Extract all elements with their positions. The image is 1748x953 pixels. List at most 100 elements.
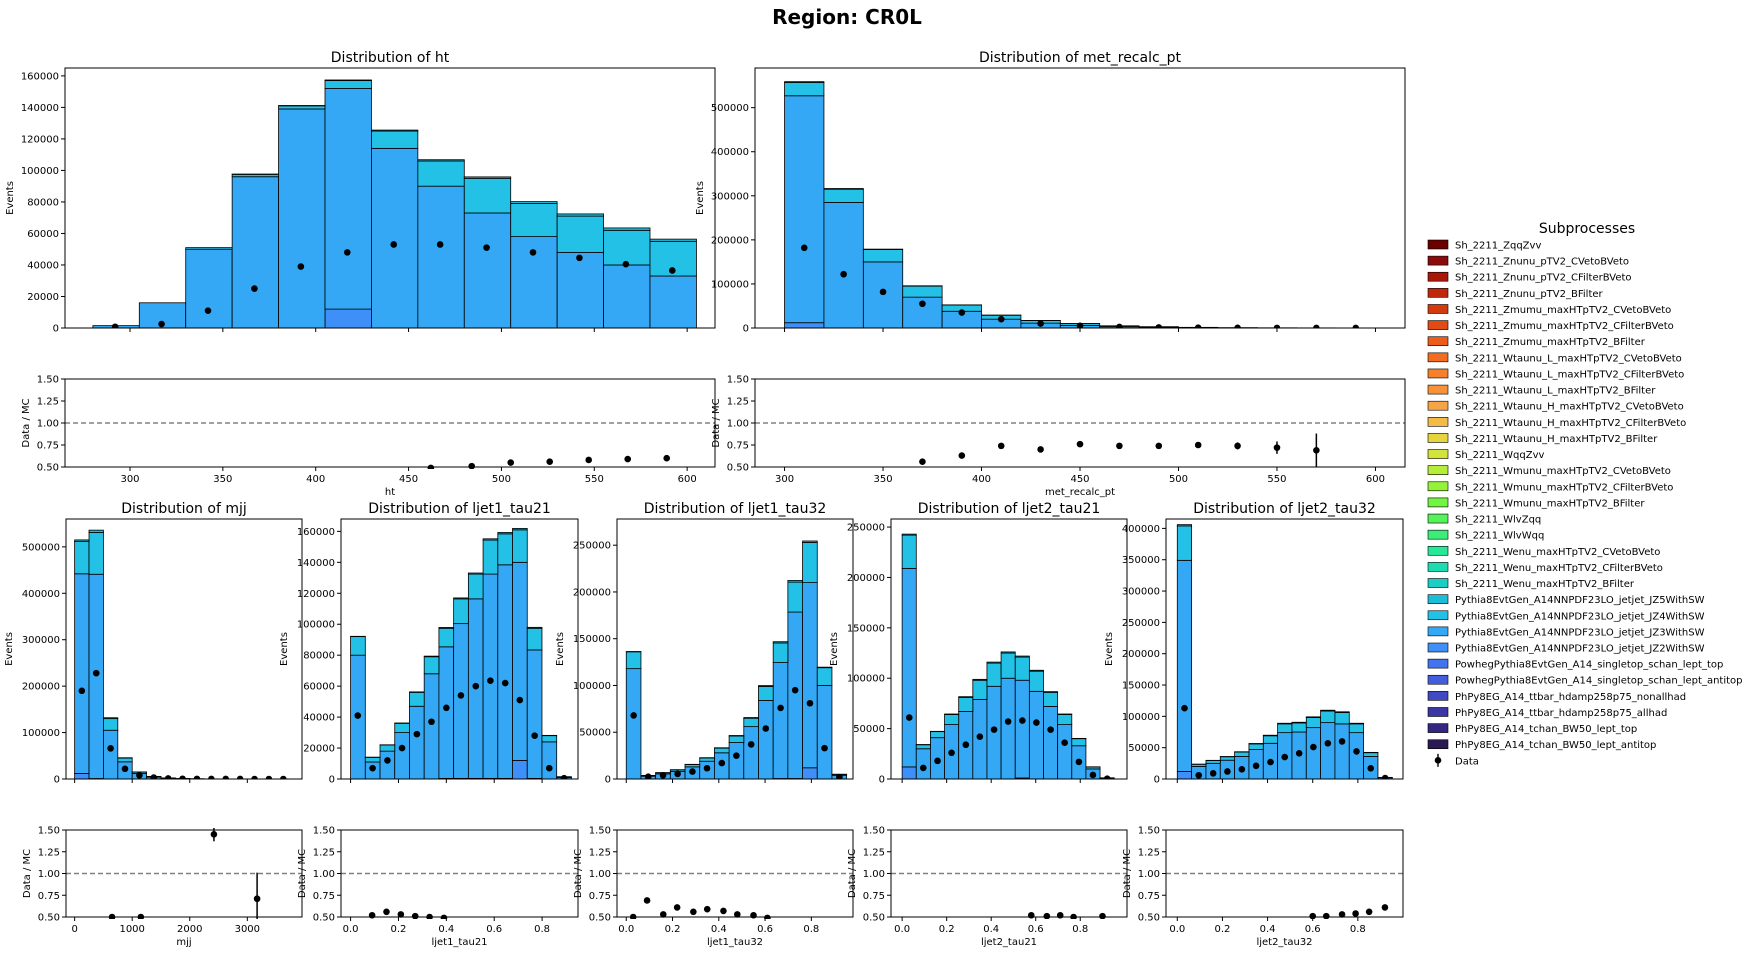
hist-bar	[1320, 710, 1336, 724]
ratio-x-tick-label: 500	[492, 474, 511, 485]
hist-bar	[526, 627, 543, 651]
legend-label: Sh_2211_WlvZqq	[1455, 515, 1541, 526]
figure-suptitle: Region: CR0L	[772, 5, 922, 29]
hist-bar	[787, 581, 803, 613]
data-point	[472, 682, 480, 690]
y-tick-label: 100000	[1122, 712, 1160, 723]
hist-bar	[699, 757, 715, 762]
ratio-y-tick-label: 0.50	[727, 463, 749, 474]
ratio-point	[659, 911, 667, 918]
legend-entry: Sh_2211_Znunu_pTV2_CVetoBVeto	[1427, 255, 1629, 268]
y-tick-label: 140000	[21, 103, 59, 114]
legend-label: Sh_2211_Wmunu_maxHTpTV2_CVetoBVeto	[1455, 466, 1671, 477]
legend-label: Sh_2211_WqqZvv	[1455, 450, 1544, 461]
hist-bar	[423, 656, 440, 675]
legend-label: Pythia8EvtGen_A14NNPDF23LO_jetjet_JZ3Wit…	[1455, 627, 1705, 638]
ratio-y-axis-label: Data / MC	[22, 849, 33, 898]
ratio-point	[383, 908, 390, 916]
hist-bar	[467, 573, 484, 600]
ratio-y-tick-label: 1.50	[37, 375, 59, 386]
ratio-y-tick-label: 0.50	[589, 913, 611, 924]
chart-title: Distribution of ljet1_tau21	[368, 501, 551, 517]
y-tick-label: 100000	[22, 728, 60, 739]
data-point	[644, 773, 652, 779]
hist-bar	[74, 773, 90, 779]
hist-bar	[787, 611, 803, 779]
y-tick-label: 40000	[27, 260, 59, 271]
ratio-y-tick-label: 1.00	[863, 869, 885, 880]
ratio-x-tick-label: 500	[1169, 474, 1188, 485]
hist-bar	[1028, 690, 1044, 779]
legend-label: Sh_2211_Znunu_pTV2_BFilter	[1455, 289, 1604, 300]
hist-bar	[417, 159, 465, 162]
ratio-x-tick-label: 300	[775, 474, 794, 485]
legend-label: PhPy8EG_A14_tchan_BW50_lept_antitop	[1455, 740, 1656, 751]
data-point	[204, 307, 212, 314]
data-point	[457, 692, 465, 699]
y-tick-label: 200000	[711, 235, 749, 246]
ratio-point	[1234, 442, 1241, 450]
y-tick-label: 200000	[1122, 649, 1160, 660]
ratio-x-tick-label: 0.6	[486, 924, 502, 935]
legend-swatch	[1427, 400, 1449, 411]
hist-bar	[463, 177, 512, 214]
hist-bar	[453, 598, 469, 625]
data-point	[1324, 739, 1332, 747]
x-axis-label: ljet1_tau32	[707, 937, 763, 948]
data-point	[529, 249, 537, 256]
hist-bar	[958, 696, 974, 712]
y-tick-label: 400000	[711, 147, 749, 158]
data-point	[1033, 719, 1040, 726]
hist-bar	[1363, 752, 1379, 757]
ratio-point	[585, 456, 593, 464]
hist-bar	[1057, 724, 1073, 779]
ratio-x-tick-label: 0.2	[939, 924, 955, 935]
ratio-point	[137, 913, 145, 919]
data-point	[1103, 775, 1111, 779]
data-point	[158, 320, 165, 328]
data-point	[428, 718, 435, 726]
data-point	[1338, 738, 1346, 745]
data-point	[1047, 726, 1054, 733]
legend-swatch	[1427, 304, 1449, 314]
y-tick-label: 200000	[847, 573, 885, 584]
data-points	[630, 686, 843, 779]
hist-bar	[409, 691, 425, 707]
data-point	[630, 712, 637, 719]
hist-bar	[324, 308, 372, 328]
hist-bar	[324, 88, 372, 310]
hist-bar	[423, 655, 440, 658]
hist-bar	[1205, 760, 1221, 764]
y-tick-label: 500000	[22, 542, 60, 553]
ratio-x-tick-label: 0.2	[391, 924, 407, 935]
data-point	[1209, 770, 1217, 777]
hist-bar	[1348, 723, 1365, 734]
hist-bar	[1057, 713, 1073, 715]
y-tick-label: 0	[605, 775, 611, 786]
data-point	[1075, 758, 1083, 766]
ratio-point	[1070, 913, 1077, 919]
plot-frame	[64, 67, 716, 329]
ratio-point	[1076, 440, 1084, 448]
y-tick-label: 120000	[297, 589, 335, 600]
hist-bar	[1176, 771, 1193, 779]
y-axis-label: Events	[829, 632, 840, 666]
data-point	[297, 263, 305, 270]
hist-bar	[324, 80, 372, 89]
ratio-x-tick-label: 0.2	[1214, 924, 1230, 935]
legend-data-marker	[1434, 757, 1442, 764]
ratio-point	[1313, 446, 1320, 454]
ratio-point	[1338, 911, 1346, 918]
y-tick-label: 250000	[1122, 618, 1160, 629]
data-point	[791, 686, 799, 694]
ratio-points	[368, 908, 448, 919]
hist-bar	[74, 540, 90, 575]
legend-label: Sh_2211_Znunu_pTV2_CFilterBVeto	[1455, 273, 1632, 284]
data-point	[560, 774, 568, 779]
ratio-y-tick-label: 0.75	[313, 891, 335, 902]
hist-bar	[1291, 722, 1307, 733]
hist-bar	[1176, 559, 1193, 772]
y-axis-label: Events	[279, 632, 290, 666]
y-tick-label: 50000	[1128, 743, 1160, 754]
hist-bar	[1334, 723, 1350, 779]
